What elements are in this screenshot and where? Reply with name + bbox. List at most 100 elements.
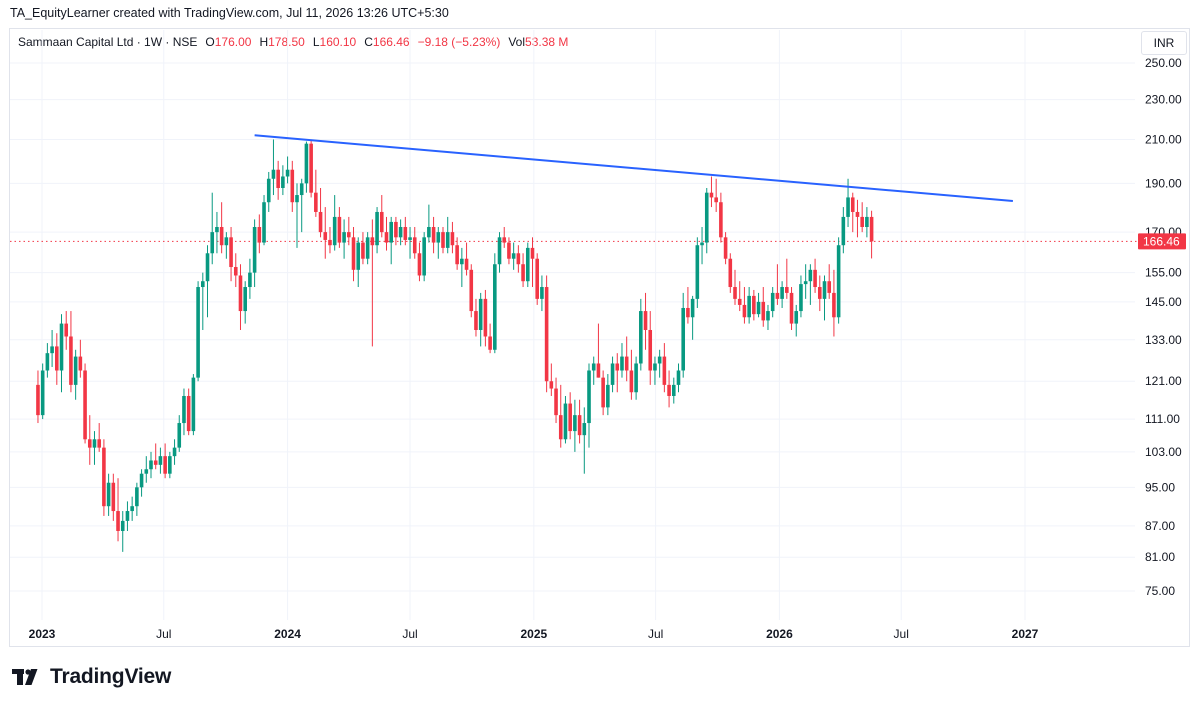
time-axis[interactable]: 2023 Jul 2024 Jul 2025 Jul 2026 Jul 2027	[29, 627, 1039, 641]
candle-body	[59, 323, 64, 371]
candle-body	[733, 287, 737, 299]
candle	[342, 219, 346, 259]
candle	[836, 237, 841, 324]
y-tick-label: 87.00	[1145, 519, 1175, 533]
candle	[299, 178, 304, 233]
candle-body	[445, 232, 450, 248]
candle-body	[869, 216, 874, 242]
candle-body	[780, 287, 784, 299]
candle	[643, 292, 648, 350]
candle	[163, 443, 167, 479]
candle	[290, 160, 295, 212]
candle-body	[304, 143, 309, 184]
candle	[507, 237, 511, 265]
candle-body	[591, 363, 596, 371]
x-tick-label: Jul	[156, 627, 171, 641]
candle	[573, 399, 577, 452]
candle	[789, 287, 794, 330]
candle-body	[700, 242, 704, 246]
candle	[266, 171, 271, 212]
candle-body	[36, 384, 40, 416]
legend-change: −9.18 (−5.23%)	[417, 35, 501, 49]
candle-body	[252, 227, 257, 273]
candle	[671, 377, 676, 404]
candle-body	[742, 304, 747, 318]
candle-body	[285, 169, 290, 177]
candle-body	[361, 242, 365, 259]
candle-body	[403, 227, 408, 240]
candle-body	[370, 237, 375, 246]
candle	[238, 264, 243, 330]
candle-body	[144, 469, 149, 474]
candle-body	[130, 506, 134, 512]
candle	[36, 370, 40, 424]
candle	[681, 292, 686, 378]
candle-body	[365, 237, 370, 259]
candle	[64, 311, 69, 350]
y-tick-label: 95.00	[1145, 480, 1175, 494]
candle	[318, 187, 323, 238]
candle	[412, 227, 417, 259]
candle-body	[596, 363, 601, 378]
candle	[365, 232, 370, 265]
candle-body	[120, 520, 125, 531]
candle-body	[191, 377, 196, 432]
candle	[201, 272, 205, 330]
candle	[125, 501, 130, 531]
candle	[191, 374, 196, 436]
candle	[262, 195, 266, 246]
candle	[135, 482, 139, 516]
candle	[445, 216, 450, 254]
candle-body	[243, 287, 247, 312]
candle-body	[747, 295, 751, 318]
candle-body	[351, 237, 356, 270]
candle-body	[271, 169, 276, 179]
y-tick-label: 121.00	[1145, 374, 1182, 388]
candle	[704, 187, 709, 254]
candle-body	[73, 356, 78, 385]
candle	[483, 289, 488, 347]
candle	[441, 227, 445, 254]
candle	[775, 264, 780, 305]
candle	[587, 363, 591, 448]
candle-body	[634, 363, 638, 393]
candle	[832, 269, 836, 337]
candle-body	[648, 329, 653, 371]
candle-body	[431, 227, 436, 243]
candle	[139, 469, 144, 497]
candle	[728, 253, 733, 293]
candle-body	[817, 287, 822, 299]
price-axis[interactable]: 250.00230.00210.00190.00170.00155.00145.…	[1145, 56, 1182, 598]
candle-body	[257, 227, 262, 243]
legend-close: 166.46	[372, 35, 410, 49]
candle-body	[441, 232, 445, 248]
candle-body	[299, 183, 304, 196]
candle	[73, 349, 78, 400]
currency-button[interactable]: INR	[1141, 31, 1187, 55]
candle	[219, 202, 224, 254]
candle-body	[375, 211, 379, 246]
trendline	[254, 134, 1013, 203]
candle	[309, 139, 313, 198]
candle-body	[695, 245, 700, 299]
candle	[535, 253, 540, 305]
candle	[422, 232, 426, 282]
candle-body	[483, 298, 488, 337]
last-price-label-layer: 166.46	[1138, 233, 1186, 250]
candle	[478, 292, 483, 347]
candle	[752, 289, 756, 321]
candle	[817, 275, 822, 312]
candle	[186, 388, 191, 436]
candle	[69, 311, 73, 393]
candle	[474, 298, 478, 337]
candle-body	[328, 239, 332, 246]
candle-body	[525, 247, 530, 282]
candle-body	[427, 227, 431, 238]
candle-body	[281, 176, 285, 188]
candle-body	[540, 287, 544, 299]
candles	[36, 139, 874, 552]
candle-body	[756, 301, 761, 315]
candle	[450, 221, 455, 254]
candle-body	[248, 272, 252, 288]
